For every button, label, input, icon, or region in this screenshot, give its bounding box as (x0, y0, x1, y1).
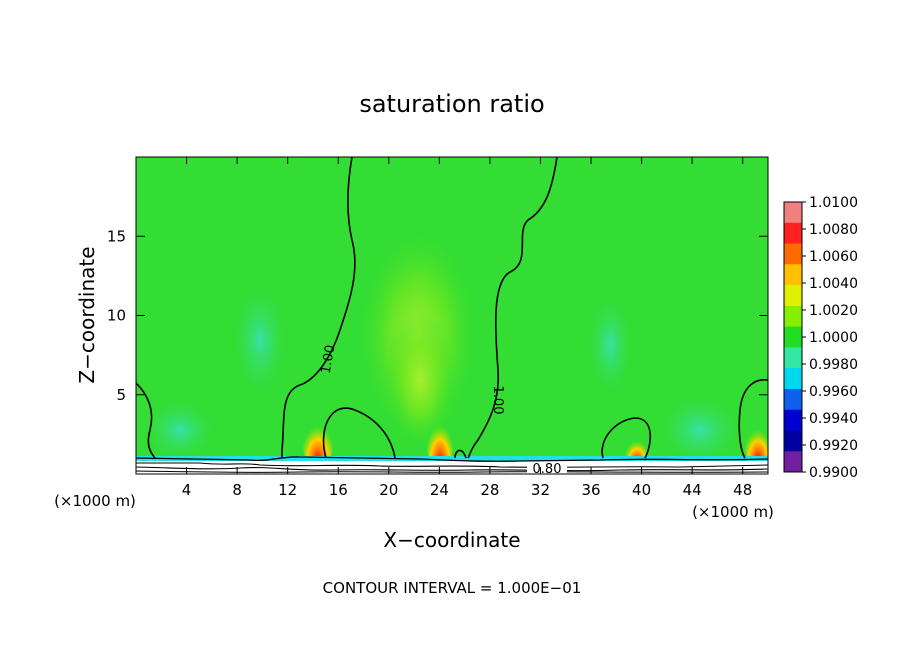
colorbar-label: 0.9920 (809, 438, 858, 454)
colorbar-label: 1.0100 (809, 195, 858, 211)
colorbar-swatch (784, 264, 802, 285)
contour-interval-note: CONTOUR INTERVAL = 1.000E−01 (323, 579, 582, 597)
teal-patch (230, 280, 290, 400)
x-unit-left: (×1000 m) (54, 492, 136, 510)
x-tick-label: 24 (430, 481, 449, 499)
y-tick-label: 15 (107, 227, 126, 245)
y-tick-label: 10 (107, 307, 126, 325)
colorbar-swatch (784, 368, 802, 389)
contour-label: 1.00 (490, 386, 505, 415)
x-tick-label: 20 (379, 481, 398, 499)
heatmap-field (136, 157, 772, 474)
y-axis-label: Z−coordinate (75, 246, 99, 383)
colorbar-swatch (784, 223, 802, 244)
x-tick-label: 16 (329, 481, 348, 499)
colorbar-label: 1.0080 (809, 222, 858, 238)
colorbar: 1.0100 1.0080 1.0060 1.0040 1.0020 1.0000 0.99… (784, 195, 858, 481)
colorbar-swatch (784, 306, 802, 327)
x-unit-right: (×1000 m) (692, 503, 774, 521)
contour-label: 0.80 (533, 462, 562, 477)
x-tick-label: 32 (531, 481, 550, 499)
colorbar-label: 0.9940 (809, 411, 858, 427)
x-tick-label: 36 (581, 481, 600, 499)
colorbar-swatch (784, 244, 802, 265)
colorbar-swatch (784, 347, 802, 368)
colorbar-swatch (784, 389, 802, 410)
colorbar-swatch (784, 327, 802, 348)
colorbar-label: 1.0040 (809, 276, 858, 292)
colorbar-swatch (784, 410, 802, 431)
x-tick-label: 4 (182, 481, 192, 499)
colorbar-label: 0.9900 (809, 465, 858, 481)
teal-patch (585, 290, 635, 400)
x-tick-label: 8 (232, 481, 242, 499)
x-tick-label: 40 (632, 481, 651, 499)
x-tick-label: 12 (278, 481, 297, 499)
colorbar-swatch (784, 285, 802, 306)
colorbar-swatch (784, 430, 802, 451)
colorbar-label: 0.9960 (809, 384, 858, 400)
colorbar-label: 1.0060 (809, 249, 858, 265)
colorbar-label: 0.9980 (809, 357, 858, 373)
x-tick-label: 44 (683, 481, 702, 499)
colorbar-swatch (784, 202, 802, 223)
x-tick-label: 48 (733, 481, 752, 499)
y-tick-label: 5 (116, 386, 126, 404)
x-tick-label: 28 (480, 481, 499, 499)
colorbar-swatch (784, 451, 802, 472)
colorbar-label: 1.0020 (809, 303, 858, 319)
x-axis-label: X−coordinate (383, 528, 520, 552)
chart-title: saturation ratio (359, 90, 544, 118)
colorbar-label: 1.0000 (809, 330, 858, 346)
